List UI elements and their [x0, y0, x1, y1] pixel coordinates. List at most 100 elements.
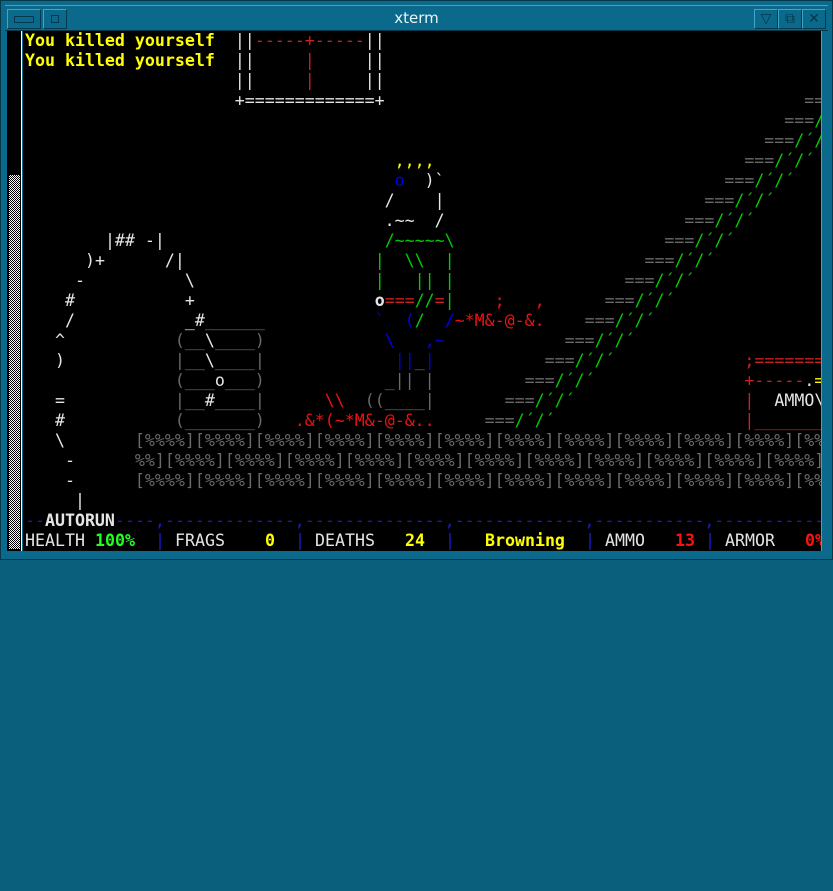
- maximize-button[interactable]: ⧉: [778, 9, 802, 29]
- terminal-space: [25, 151, 395, 170]
- terminal-text: (: [404, 311, 415, 330]
- terminal-row: ===/´/: [25, 131, 824, 151]
- status-separator: |: [445, 531, 455, 550]
- terminal-text: \: [204, 331, 215, 350]
- title-bar[interactable]: xterm ▽ ⧉ ✕: [5, 5, 828, 31]
- window-shade-button[interactable]: [43, 9, 67, 29]
- terminal-space: [255, 51, 305, 70]
- terminal-text: _: [414, 351, 425, 370]
- terminal-space: [255, 71, 305, 90]
- terminal-space: [25, 451, 65, 470]
- terminal-space: [455, 231, 665, 250]
- terminal-space: [195, 291, 375, 310]
- terminal-row: )+ /| | \\ | ===/´/´: [25, 251, 714, 271]
- window-right-border: [821, 31, 832, 551]
- maximize-icon: ⧉: [785, 11, 795, 27]
- terminal-text: +=============+: [234, 91, 385, 110]
- terminal-text: You killed yourself: [25, 51, 215, 70]
- terminal-text: /´/´: [574, 351, 615, 370]
- deaths-label: DEATHS: [315, 531, 375, 550]
- terminal-space: [25, 371, 175, 390]
- terminal-text: ===: [644, 251, 675, 270]
- terminal-text: ----: [114, 511, 155, 530]
- terminal-row: You killed yourself || | ||: [25, 51, 385, 71]
- terminal-space: [195, 271, 375, 290]
- terminal-text: \: [184, 271, 195, 290]
- terminal-text: ===: [384, 291, 415, 310]
- terminal-screen[interactable]: You killed yourself ||-----+-----|| You k…: [23, 31, 825, 551]
- terminal-text: |_______: [744, 411, 825, 430]
- terminal-text: *M&-@-&.: [464, 311, 545, 330]
- terminal-space: [65, 431, 135, 450]
- terminal-text: ;: [494, 291, 505, 310]
- terminal-text: -: [64, 451, 75, 470]
- terminal-space: [105, 251, 165, 270]
- terminal-space: [435, 351, 545, 370]
- terminal-space: [555, 411, 745, 430]
- terminal-space: [85, 271, 185, 290]
- terminal-text: )+: [84, 251, 105, 270]
- terminal-row: # + o===//=| ; , ===/´/´: [25, 291, 675, 311]
- terminal-space: [345, 391, 365, 410]
- terminal-space: [65, 331, 175, 350]
- terminal-text: (___: [174, 371, 215, 390]
- terminal-text: /´/´: [734, 191, 775, 210]
- terminal-text: /´/´: [634, 291, 675, 310]
- terminal-text: /´/´: [514, 411, 555, 430]
- terminal-text: %%][%%%%][%%%%][%%%%][%%%%][%%%%][%%%%][…: [134, 451, 825, 470]
- status-separator: |: [585, 531, 595, 550]
- terminal-text: ______: [204, 311, 265, 330]
- terminal-space: [435, 371, 525, 390]
- terminal-text: /: [384, 191, 395, 210]
- terminal-space: [445, 171, 725, 190]
- terminal-text: -------------: [454, 511, 585, 530]
- terminal-text: ;=======: [744, 351, 825, 370]
- terminal-text: o: [374, 291, 385, 310]
- terminal-space: [25, 271, 75, 290]
- terminal-text: (_______): [174, 411, 265, 430]
- terminal-text: /´/´: [534, 391, 575, 410]
- terminal-space: [385, 311, 405, 330]
- terminal-text: /´/: [794, 131, 825, 150]
- terminal-space: [265, 351, 395, 370]
- terminal-text: ==: [804, 91, 825, 110]
- terminal-text: =: [814, 371, 825, 390]
- health-value: 100%: [95, 531, 135, 550]
- terminal-text: ,,,,: [394, 151, 435, 170]
- terminal-space: [265, 331, 385, 350]
- iconify-button[interactable]: ▽: [754, 9, 778, 29]
- terminal-text: /´/´: [714, 211, 755, 230]
- terminal-text: |: [744, 391, 755, 410]
- weapon-name: Browning: [485, 531, 565, 550]
- terminal-text: ___): [224, 371, 265, 390]
- scrollbar[interactable]: [7, 31, 22, 551]
- terminal-space: [425, 311, 445, 330]
- scrollbar-thumb[interactable]: [9, 175, 20, 549]
- terminal-text: |: [304, 71, 315, 90]
- terminal-text: +: [184, 291, 195, 310]
- terminal-text: ===: [544, 351, 575, 370]
- terminal-space: [395, 331, 425, 350]
- terminal-text: ===: [584, 311, 615, 330]
- terminal-text: (__: [174, 331, 205, 350]
- terminal-text: --: [25, 511, 45, 530]
- terminal-space: [315, 51, 365, 70]
- terminal-space: [595, 371, 745, 390]
- terminal-text: ): [54, 351, 65, 370]
- terminal-text: /: [444, 311, 455, 330]
- terminal-space: [25, 231, 105, 250]
- armor-label: ARMOR: [725, 531, 775, 550]
- close-button[interactable]: ✕: [802, 9, 826, 29]
- ammo-value: 13: [675, 531, 695, 550]
- terminal-text: AUTORUN: [44, 511, 115, 530]
- terminal-row: ,,,, ===/´/´: [25, 151, 815, 171]
- terminal-text: --------------: [304, 511, 445, 530]
- terminal-text: =: [54, 391, 65, 410]
- terminal-row: +=============+ ==: [25, 91, 824, 111]
- terminal-text: ||: [364, 51, 385, 70]
- terminal-space: [25, 91, 235, 110]
- terminal-text: \: [204, 351, 215, 370]
- terminal-text: |: [74, 491, 85, 510]
- terminal-text: /´/´: [774, 151, 815, 170]
- window-menu-button[interactable]: [7, 9, 41, 29]
